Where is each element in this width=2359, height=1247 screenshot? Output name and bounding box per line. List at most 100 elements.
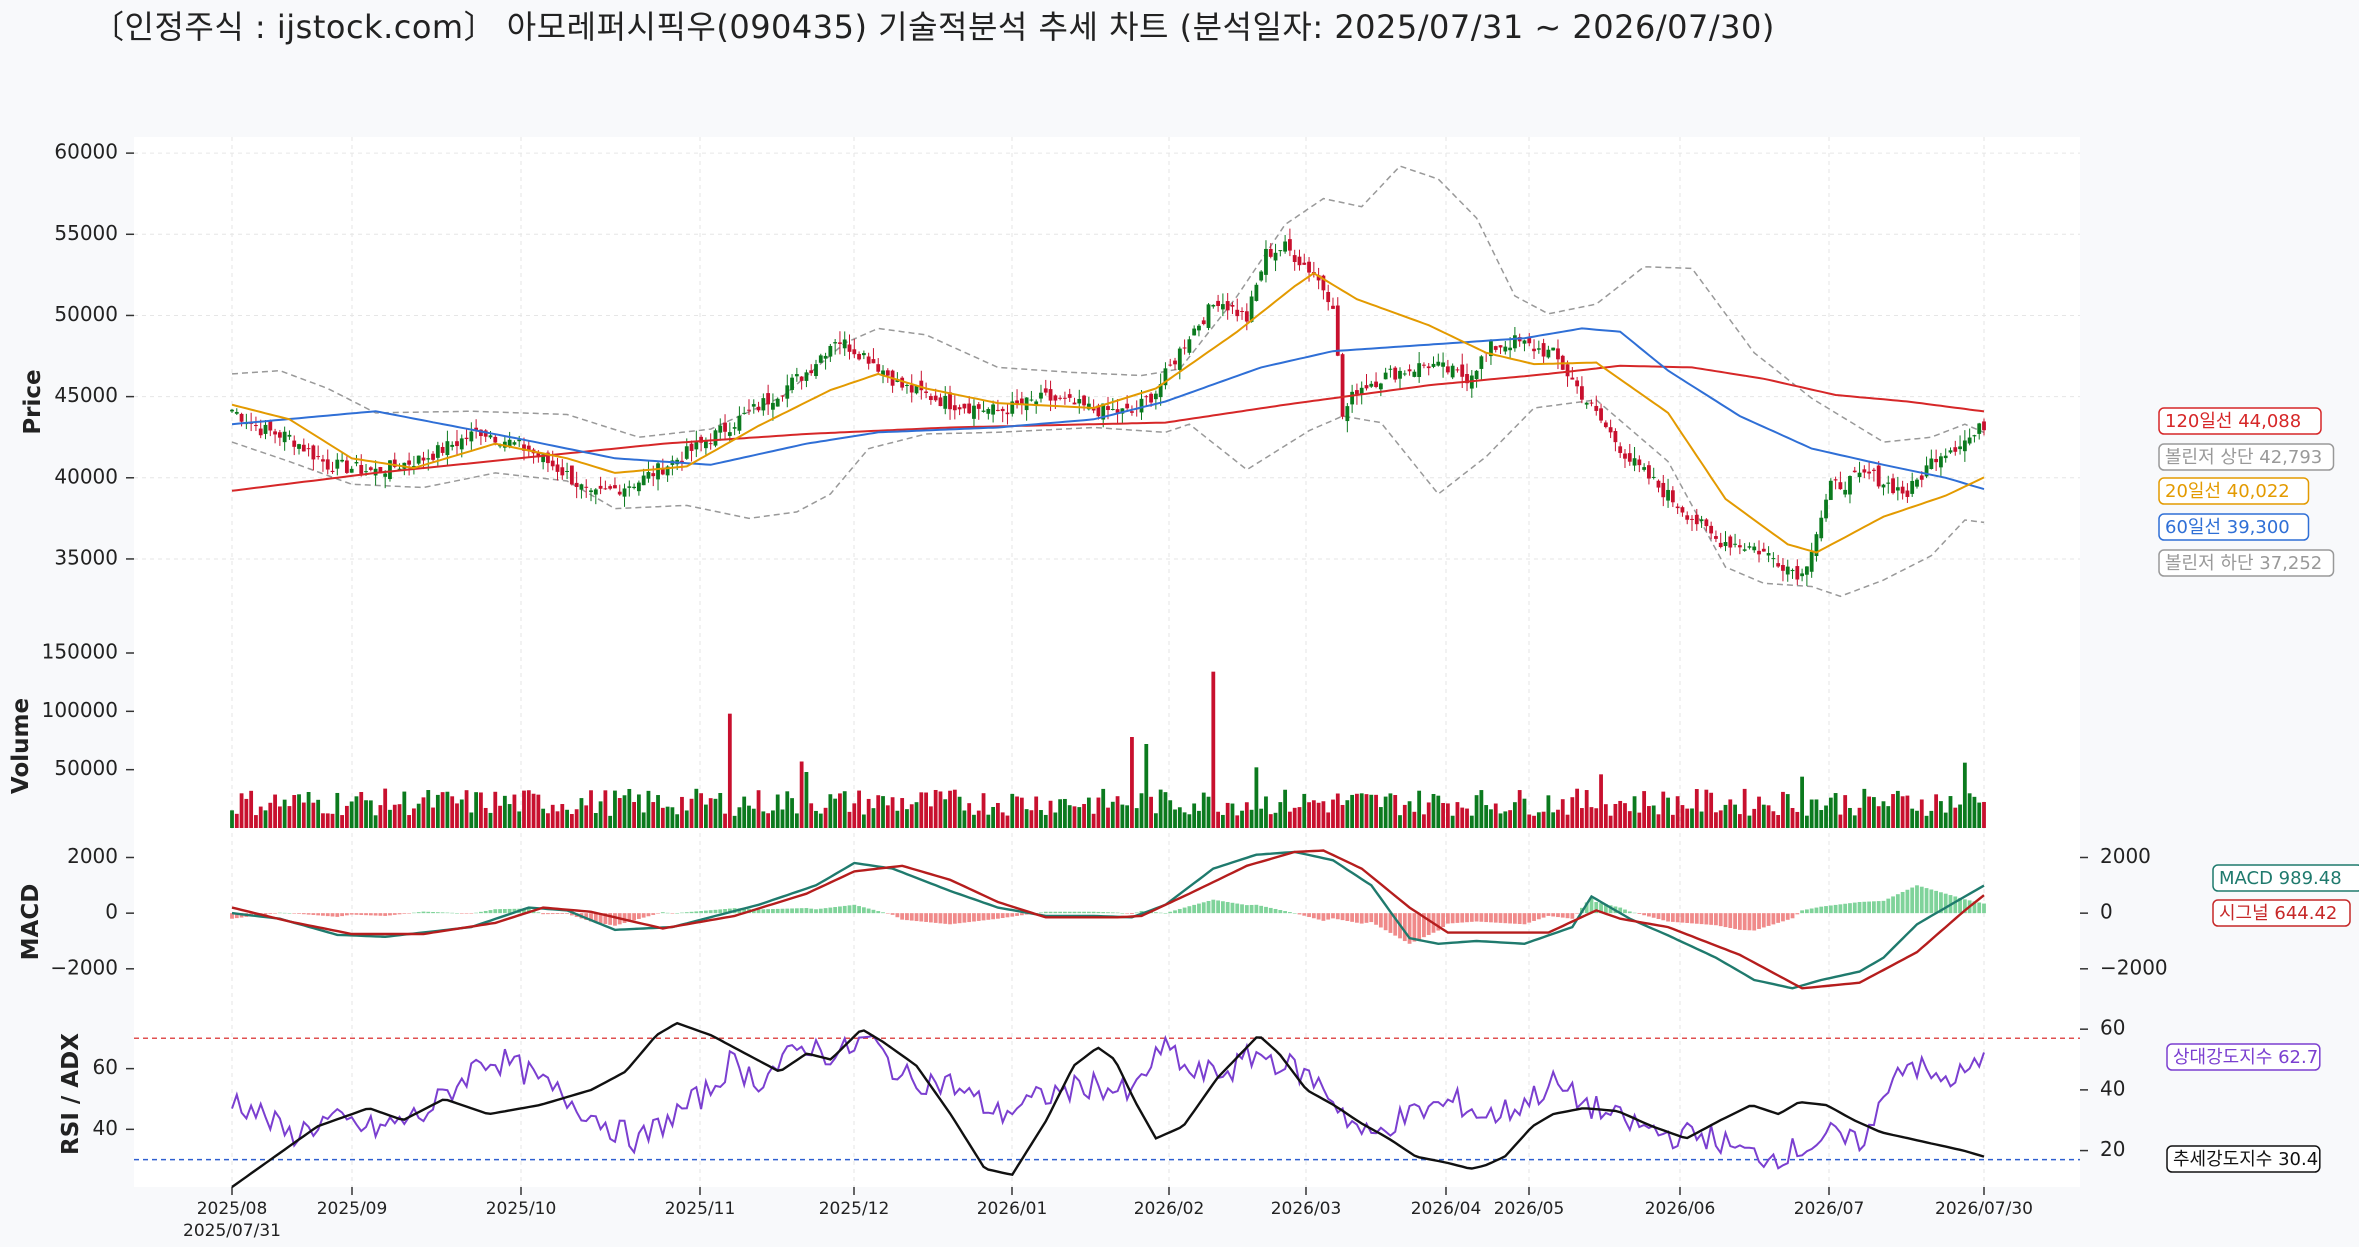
- macd-histogram-bar: [1048, 911, 1053, 914]
- macd-histogram-bar: [1599, 903, 1603, 914]
- macd-histogram-bar: [479, 911, 483, 914]
- macd-histogram-bar: [1072, 911, 1077, 914]
- candle-body: [579, 484, 584, 490]
- volume-bar: [1225, 802, 1230, 828]
- candle-body: [354, 462, 359, 464]
- volume-bar: [1977, 802, 1982, 828]
- volume-bar: [1230, 803, 1235, 828]
- candle-body: [871, 359, 876, 364]
- macd-histogram-bar: [1608, 905, 1613, 914]
- candle-body: [1637, 459, 1642, 466]
- volume-bar: [1699, 811, 1704, 828]
- macd-histogram-bar: [565, 913, 569, 914]
- candle-body: [1063, 397, 1067, 399]
- macd-histogram-bar: [1254, 904, 1259, 914]
- candle-body: [541, 454, 546, 463]
- macd-histogram-bar: [1058, 911, 1063, 914]
- volume-bar: [1589, 807, 1594, 828]
- volume-bar: [1852, 815, 1857, 828]
- candle-body: [924, 391, 928, 393]
- volume-bar: [1752, 808, 1757, 828]
- volume-bar: [1182, 812, 1187, 828]
- volume-bar: [732, 815, 737, 828]
- volume-bar: [646, 790, 651, 828]
- volume-bar: [579, 798, 584, 828]
- volume-bar: [589, 790, 593, 828]
- candle-body: [431, 453, 435, 460]
- candle-body: [1872, 469, 1876, 471]
- macd-histogram-bar: [1211, 899, 1216, 914]
- candle-body: [1249, 296, 1254, 322]
- volume-bar: [1910, 808, 1915, 828]
- candle-body: [1512, 335, 1517, 349]
- volume-bar: [1527, 814, 1532, 828]
- macd-histogram-bar: [1326, 913, 1331, 920]
- volume-bar: [809, 803, 814, 828]
- volume-bar: [1709, 792, 1714, 828]
- macd-histogram-bar: [474, 912, 479, 914]
- candle-body: [933, 395, 938, 401]
- macd-histogram-bar: [895, 913, 900, 918]
- volume-bar: [1125, 805, 1130, 828]
- candle-body: [1556, 348, 1560, 360]
- candle-body: [1795, 566, 1800, 580]
- volume-bar: [1489, 809, 1493, 828]
- macd-histogram-bar: [560, 913, 565, 914]
- volume-bar: [321, 813, 325, 828]
- macd-histogram-bar: [1024, 913, 1029, 915]
- volume-bar: [636, 794, 641, 828]
- candle-body: [378, 467, 383, 474]
- candle-body: [407, 460, 412, 465]
- candle-body: [412, 465, 416, 467]
- macd-histogram-bar: [234, 913, 239, 919]
- volume-bar: [1321, 801, 1326, 828]
- volume-bar: [1522, 798, 1527, 828]
- volume-bar: [507, 804, 512, 828]
- volume-bar: [397, 804, 402, 828]
- macd-histogram-bar: [1469, 913, 1474, 922]
- candle-body: [1417, 363, 1422, 378]
- volume-bar: [962, 810, 967, 828]
- candle-body: [1747, 546, 1752, 548]
- volume-bar: [598, 801, 603, 828]
- candle-body: [1594, 405, 1599, 411]
- candle-body: [1781, 565, 1785, 571]
- volume-bar: [1814, 799, 1819, 828]
- volume-bar: [641, 812, 646, 828]
- candle-body: [1733, 543, 1737, 545]
- volume-bar: [1431, 793, 1436, 828]
- candle-body: [517, 439, 522, 442]
- candle-body: [1503, 346, 1508, 352]
- volume-bar: [230, 810, 234, 828]
- macd-histogram-bar: [1053, 911, 1058, 914]
- macd-histogram-bar: [1292, 913, 1297, 914]
- macd-histogram-bar: [522, 908, 526, 914]
- macd-histogram-bar: [1125, 913, 1130, 914]
- candle-body: [1852, 470, 1857, 473]
- volume-bar: [651, 802, 656, 828]
- volume-bar: [277, 806, 282, 828]
- candle-body: [1364, 385, 1369, 389]
- volume-bar: [1005, 815, 1010, 828]
- ma120-line: [231, 364, 1985, 492]
- candle-body: [1958, 446, 1962, 450]
- volume-bar: [1948, 796, 1953, 828]
- volume-bar: [1139, 793, 1144, 828]
- macd-histogram-bar: [1005, 913, 1010, 918]
- candle-body: [919, 380, 924, 391]
- x-tick-label: 2026/07/30: [1935, 1199, 2033, 1219]
- macd-histogram-bar: [981, 913, 986, 921]
- candle-body: [359, 464, 364, 474]
- macd-histogram-bar: [1675, 913, 1680, 923]
- candle-body: [1230, 305, 1235, 307]
- ma60-line: [231, 327, 1985, 491]
- volume-bar: [1072, 806, 1077, 828]
- candle-body: [1067, 394, 1072, 398]
- volume-bar: [996, 802, 1000, 828]
- candle-body: [1876, 465, 1881, 487]
- candle-body: [546, 452, 550, 464]
- macd-histogram-bar: [924, 913, 928, 922]
- macd-histogram-bar: [608, 913, 613, 925]
